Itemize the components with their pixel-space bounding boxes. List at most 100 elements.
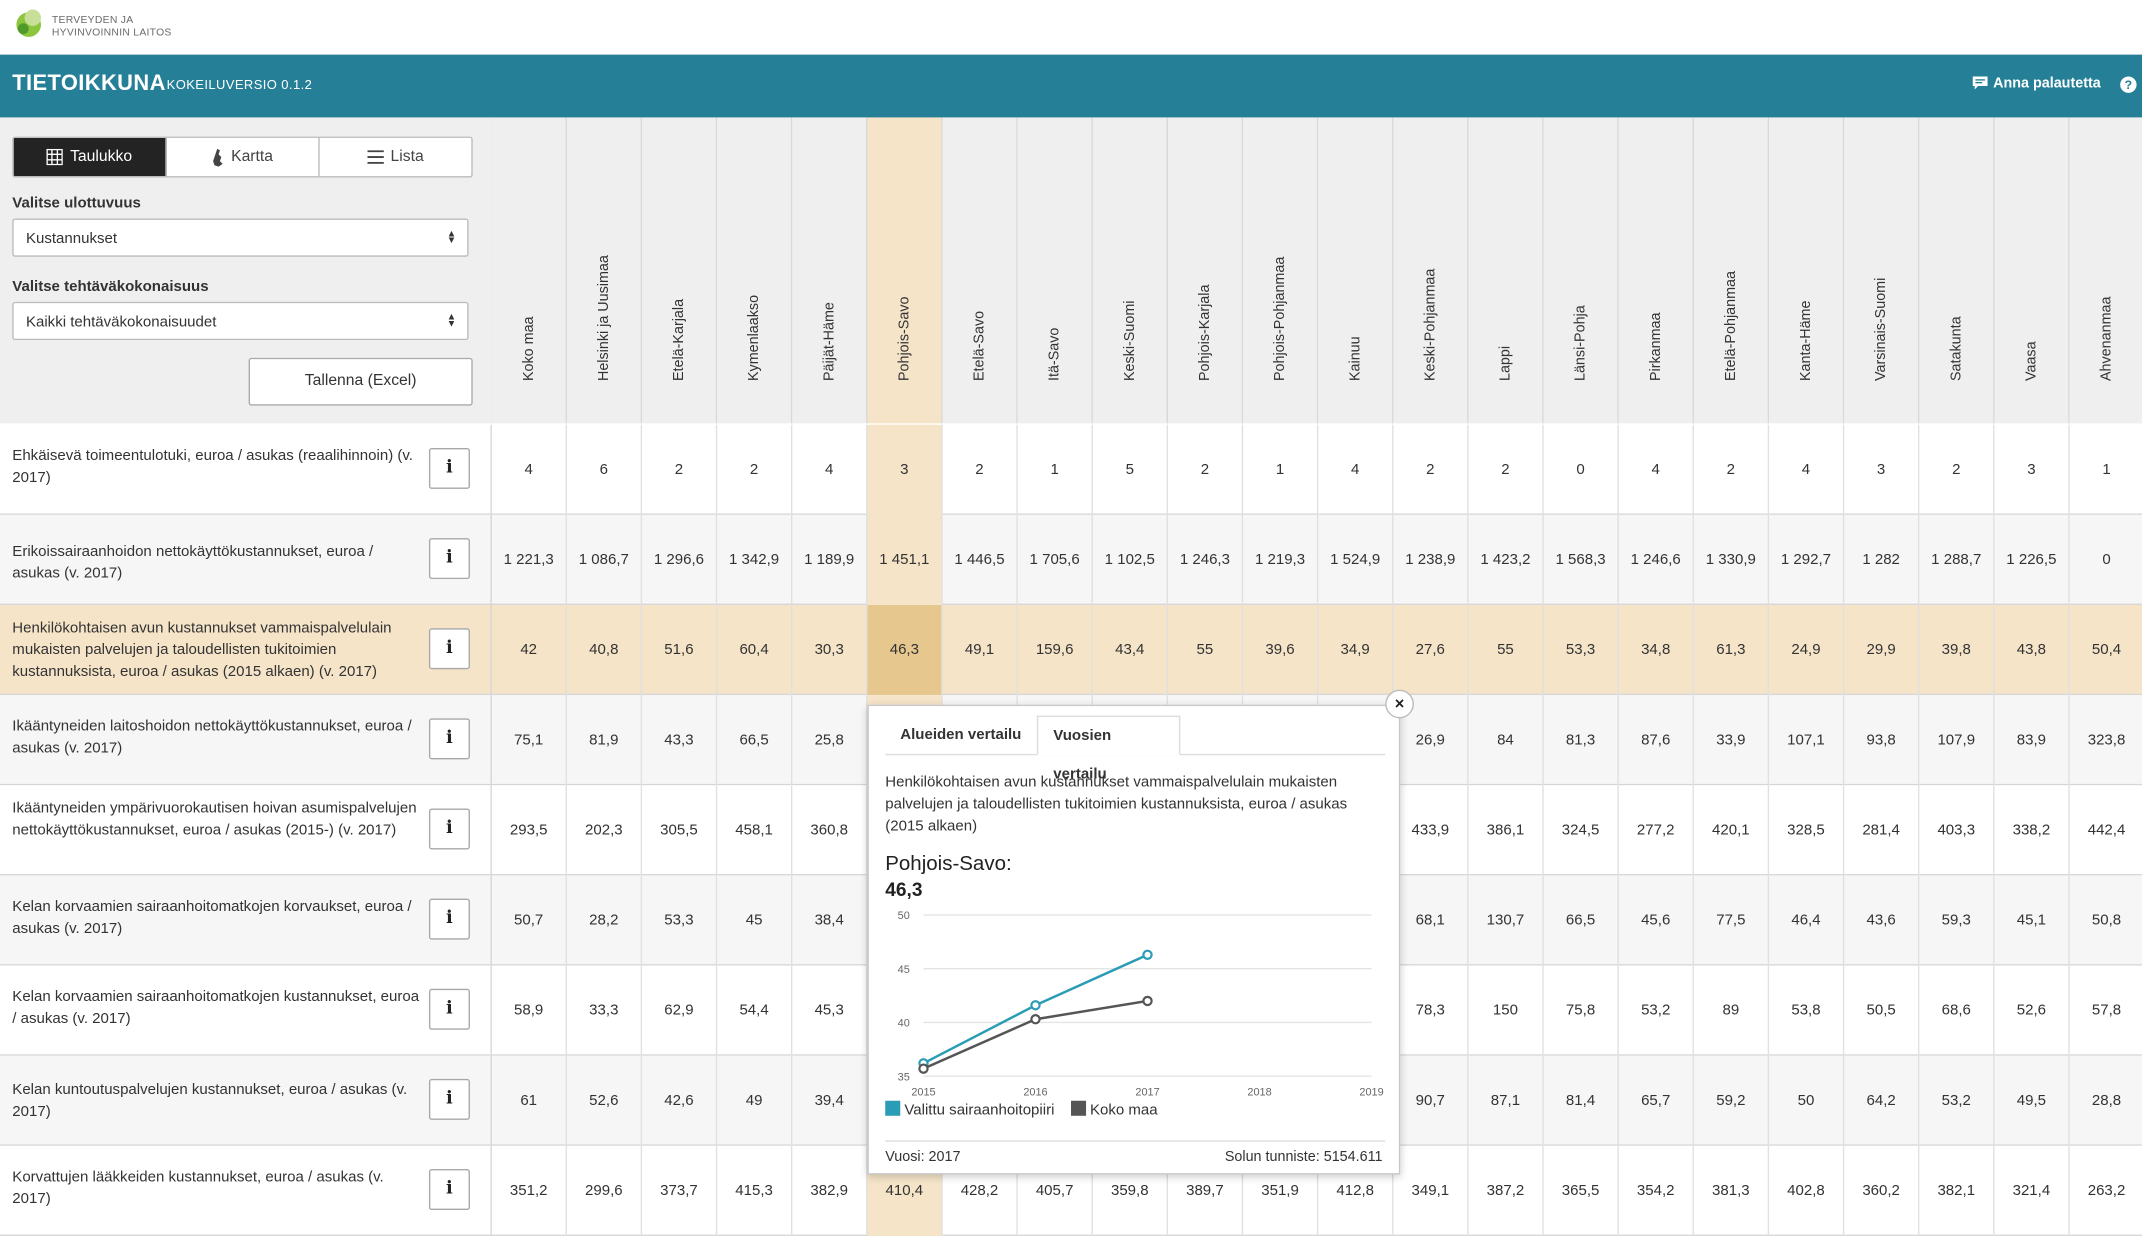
table-cell[interactable]: 1 102,5 — [1093, 514, 1169, 606]
table-cell[interactable]: 75,1 — [492, 695, 567, 786]
table-cell[interactable]: 24,9 — [1769, 605, 1845, 696]
table-cell[interactable]: 305,5 — [642, 785, 718, 876]
table-cell[interactable]: 2 — [1469, 424, 1544, 515]
column-header[interactable]: Etelä-Karjala — [642, 117, 718, 424]
table-cell[interactable]: 55 — [1168, 605, 1244, 696]
table-cell[interactable]: 81,3 — [1544, 695, 1619, 786]
table-cell[interactable]: 54,4 — [717, 965, 793, 1056]
table-cell[interactable]: 412,8 — [1318, 1145, 1394, 1236]
column-header[interactable]: Kainuu — [1318, 117, 1394, 424]
table-cell[interactable]: 354,2 — [1619, 1145, 1694, 1236]
info-icon[interactable]: i — [428, 447, 470, 489]
tab-years[interactable]: Vuosien vertailu — [1036, 715, 1181, 783]
table-cell[interactable]: 299,6 — [567, 1145, 643, 1236]
table-cell[interactable]: 87,6 — [1619, 695, 1694, 786]
column-header[interactable]: Pohjois-Savo — [867, 117, 943, 424]
info-icon[interactable]: i — [428, 808, 470, 850]
table-cell[interactable]: 1 219,3 — [1243, 514, 1319, 606]
table-cell[interactable]: 4 — [1318, 424, 1394, 515]
table-cell[interactable]: 43,3 — [642, 695, 718, 786]
table-cell[interactable]: 2 — [717, 424, 793, 515]
table-cell[interactable]: 324,5 — [1544, 785, 1619, 876]
table-cell[interactable]: 62,9 — [642, 965, 718, 1056]
table-cell[interactable]: 27,6 — [1393, 605, 1469, 696]
table-cell[interactable]: 351,9 — [1243, 1145, 1319, 1236]
table-cell[interactable]: 360,2 — [1844, 1145, 1920, 1236]
table-cell[interactable]: 433,9 — [1393, 785, 1469, 876]
table-cell[interactable]: 359,8 — [1093, 1145, 1169, 1236]
table-cell[interactable]: 281,4 — [1844, 785, 1920, 876]
view-list-button[interactable]: Lista — [320, 138, 472, 176]
column-header[interactable]: Päijät-Häme — [792, 117, 868, 424]
table-cell[interactable]: 5 — [1093, 424, 1169, 515]
table-cell[interactable]: 415,3 — [717, 1145, 793, 1236]
table-cell[interactable]: 1 330,9 — [1694, 514, 1770, 606]
table-cell[interactable]: 365,5 — [1544, 1145, 1619, 1236]
column-header[interactable]: Varsinais-Suomi — [1844, 117, 1920, 424]
table-cell[interactable]: 53,2 — [1919, 1055, 1995, 1146]
table-cell[interactable]: 26,9 — [1393, 695, 1469, 786]
table-cell[interactable]: 52,6 — [1995, 965, 2070, 1056]
table-cell[interactable]: 4 — [1769, 424, 1845, 515]
table-cell[interactable]: 2 — [1393, 424, 1469, 515]
column-header[interactable]: Ahvenanmaa — [2069, 117, 2142, 424]
table-cell[interactable]: 50 — [1769, 1055, 1845, 1146]
table-cell[interactable]: 420,1 — [1694, 785, 1770, 876]
table-cell[interactable]: 6 — [567, 424, 643, 515]
save-excel-button[interactable]: Tallenna (Excel) — [248, 357, 473, 406]
table-cell[interactable]: 42 — [492, 605, 567, 696]
table-cell[interactable]: 0 — [2070, 515, 2142, 605]
table-cell[interactable]: 68,6 — [1919, 965, 1995, 1056]
table-cell[interactable]: 1 — [2070, 425, 2142, 515]
table-cell[interactable]: 1 238,9 — [1393, 514, 1469, 606]
table-cell[interactable]: 51,6 — [642, 605, 718, 696]
table-cell[interactable]: 202,3 — [567, 785, 643, 876]
table-cell[interactable]: 60,4 — [717, 605, 793, 696]
table-cell[interactable]: 34,8 — [1619, 605, 1694, 696]
table-cell[interactable]: 49 — [717, 1055, 793, 1146]
table-cell[interactable]: 53,3 — [1544, 605, 1619, 696]
table-cell[interactable]: 28,2 — [567, 875, 643, 966]
info-icon[interactable]: i — [428, 538, 470, 580]
table-cell[interactable]: 360,8 — [792, 785, 868, 876]
table-cell[interactable]: 1 451,1 — [867, 514, 943, 606]
table-cell[interactable]: 29,9 — [1844, 605, 1920, 696]
column-header[interactable]: Pirkanmaa — [1618, 117, 1694, 424]
table-cell[interactable]: 75,8 — [1544, 965, 1619, 1056]
table-cell[interactable]: 387,2 — [1469, 1145, 1544, 1236]
table-cell[interactable]: 46,3 — [867, 605, 943, 696]
table-cell[interactable]: 25,8 — [792, 695, 868, 786]
table-cell[interactable]: 386,1 — [1469, 785, 1544, 876]
column-header[interactable]: Keski-Pohjanmaa — [1393, 117, 1469, 424]
table-cell[interactable]: 61,3 — [1694, 605, 1770, 696]
table-cell[interactable]: 50,5 — [1844, 965, 1920, 1056]
table-cell[interactable]: 33,9 — [1694, 695, 1770, 786]
table-cell[interactable]: 1 221,3 — [492, 514, 567, 606]
table-cell[interactable]: 49,1 — [943, 605, 1018, 696]
table-cell[interactable]: 263,2 — [2070, 1146, 2142, 1236]
column-header[interactable]: Kymenlaakso — [717, 117, 793, 424]
table-cell[interactable]: 1 524,9 — [1318, 514, 1394, 606]
table-cell[interactable]: 293,5 — [492, 785, 567, 876]
table-cell[interactable]: 3 — [867, 424, 943, 515]
table-cell[interactable]: 43,4 — [1093, 605, 1169, 696]
column-header[interactable]: Pohjois-Pohjanmaa — [1243, 117, 1319, 424]
table-cell[interactable]: 65,7 — [1619, 1055, 1694, 1146]
table-cell[interactable]: 1 705,6 — [1018, 514, 1093, 606]
table-cell[interactable]: 1 086,7 — [567, 514, 643, 606]
table-cell[interactable]: 428,2 — [943, 1145, 1018, 1236]
table-cell[interactable]: 46,4 — [1769, 875, 1845, 966]
table-cell[interactable]: 373,7 — [642, 1145, 718, 1236]
table-cell[interactable]: 4 — [792, 424, 868, 515]
table-cell[interactable]: 77,5 — [1694, 875, 1770, 966]
table-cell[interactable]: 61 — [492, 1055, 567, 1146]
table-cell[interactable]: 50,4 — [2070, 605, 2142, 695]
table-cell[interactable]: 78,3 — [1393, 965, 1469, 1056]
table-cell[interactable]: 349,1 — [1393, 1145, 1469, 1236]
table-cell[interactable]: 39,6 — [1243, 605, 1319, 696]
dimension-select[interactable]: Kustannukset ▲ ▼ — [12, 218, 469, 257]
table-cell[interactable]: 58,9 — [492, 965, 567, 1056]
tab-regions[interactable]: Alueiden vertailu — [900, 726, 1022, 743]
table-cell[interactable]: 45,1 — [1995, 875, 2070, 966]
table-cell[interactable]: 83,9 — [1995, 695, 2070, 786]
